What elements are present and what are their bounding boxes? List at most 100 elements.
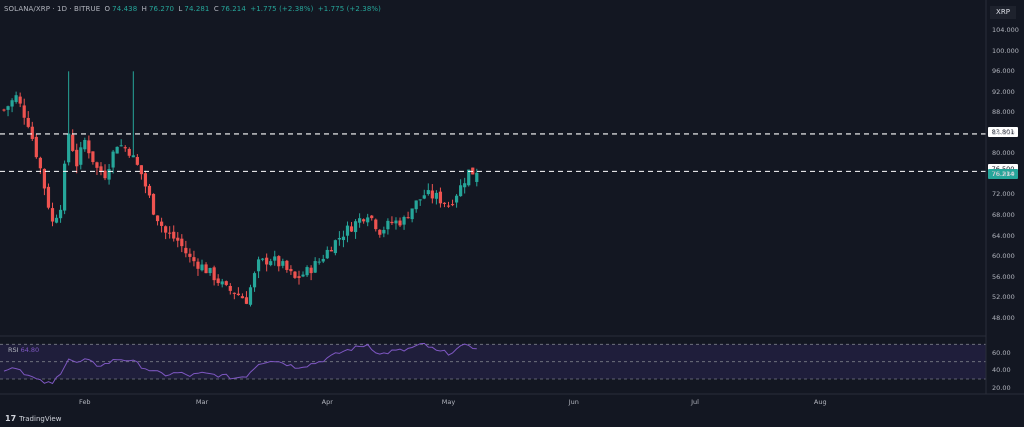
- candle-body: [337, 237, 342, 240]
- candle-body: [6, 106, 10, 110]
- candle-body: [75, 149, 79, 167]
- candle-body: [192, 257, 196, 262]
- price-tick-label: 100.000: [992, 46, 1019, 55]
- candle-body: [418, 199, 422, 201]
- rsi-tick-label: 60.00: [992, 349, 1011, 357]
- price-tick-label: 64.000: [992, 231, 1015, 240]
- candle-body: [329, 249, 333, 252]
- open-value: 74.438: [112, 5, 138, 13]
- candle-body: [265, 257, 269, 265]
- candle-body: [50, 208, 55, 222]
- time-tick-label: Jul: [691, 398, 699, 406]
- price-tick-label: 104.000: [992, 26, 1019, 35]
- candle-body: [224, 281, 228, 285]
- candle-body: [450, 204, 455, 206]
- candle-body: [277, 256, 281, 267]
- candle-body: [143, 173, 148, 187]
- candle-body: [467, 169, 471, 186]
- rsi-tick-label: 20.00: [992, 383, 1011, 392]
- candle-body: [26, 117, 30, 127]
- candle-body: [30, 126, 34, 139]
- rsi-value: 64.80: [20, 346, 40, 354]
- candle-body: [111, 151, 115, 168]
- time-tick-label: Feb: [79, 398, 91, 406]
- price-tick-label: 48.000: [992, 313, 1015, 322]
- candle-body: [309, 267, 313, 274]
- candle-body: [438, 191, 443, 204]
- brand-text: TradingView: [19, 415, 62, 423]
- candle-body: [256, 259, 261, 272]
- candle-body: [301, 274, 305, 277]
- price-tick-label: 56.000: [992, 272, 1015, 281]
- candle-body: [14, 95, 18, 102]
- candle-body: [42, 168, 47, 189]
- candle-body: [341, 236, 346, 241]
- symbol-badge[interactable]: XRP: [990, 6, 1016, 19]
- time-tick-label: Apr: [321, 398, 333, 406]
- candle-body: [370, 215, 374, 219]
- price-tick-label: 88.000: [992, 108, 1015, 117]
- candle-body: [426, 190, 430, 195]
- candle-body: [454, 195, 459, 203]
- candle-body: [406, 217, 410, 219]
- candle-body: [127, 148, 131, 156]
- candle-body: [442, 202, 447, 204]
- candle-body: [362, 219, 366, 222]
- candle-body: [446, 205, 451, 207]
- rsi-line: [3, 342, 477, 385]
- candle-body: [71, 134, 75, 151]
- tradingview-brand[interactable]: 17 TradingView: [5, 414, 61, 423]
- candle-body: [422, 195, 426, 199]
- candle-body: [208, 267, 212, 274]
- candle-body: [374, 219, 378, 230]
- candle-body: [2, 109, 6, 111]
- candle-body: [281, 261, 285, 266]
- candle-body: [67, 133, 71, 163]
- candle-body: [115, 146, 119, 154]
- last-price-tag: 76.214: [988, 169, 1018, 179]
- candle-body: [325, 249, 329, 259]
- candle-body: [289, 268, 293, 272]
- candle-body: [18, 96, 22, 104]
- tradingview-logo-icon: 17: [5, 414, 17, 423]
- candle-body: [244, 297, 249, 304]
- candle-body: [345, 225, 350, 236]
- candle-body: [463, 183, 467, 188]
- candle-body: [220, 281, 224, 285]
- candle-body: [139, 165, 143, 175]
- candle-body: [54, 217, 59, 223]
- high-value: 76.270: [148, 5, 175, 13]
- candle-body: [172, 231, 176, 239]
- candle-body: [252, 273, 257, 288]
- candle-body: [410, 208, 414, 220]
- candle-body: [228, 285, 232, 291]
- low-label: L: [178, 5, 183, 13]
- price-tick-label: 92.000: [992, 87, 1015, 96]
- symbol-title[interactable]: SOLANA/XRP · 1D · BITRUE: [4, 5, 101, 13]
- time-tick-label: Jun: [568, 398, 579, 406]
- candle-body: [151, 193, 156, 215]
- candle-body: [159, 221, 164, 226]
- candle-body: [99, 166, 103, 172]
- candle-body: [414, 200, 418, 210]
- time-tick-label: May: [441, 398, 456, 406]
- candle-body: [131, 155, 135, 158]
- candle-body: [147, 185, 152, 196]
- price-tick-label: 96.000: [992, 67, 1015, 76]
- high-label: H: [141, 5, 147, 13]
- candle-body: [164, 226, 168, 233]
- candle-body: [168, 232, 172, 234]
- candle-body: [83, 139, 87, 150]
- low-value: 74.281: [184, 5, 210, 13]
- candle-body: [402, 216, 406, 225]
- candle-body: [38, 157, 42, 169]
- open-label: O: [104, 5, 111, 13]
- candle-body: [378, 229, 382, 235]
- candle-body: [293, 271, 297, 278]
- candle-body: [58, 209, 63, 219]
- candle-body: [204, 264, 208, 274]
- candle-body: [216, 278, 220, 284]
- rsi-legend[interactable]: RSI 64.80: [8, 346, 39, 354]
